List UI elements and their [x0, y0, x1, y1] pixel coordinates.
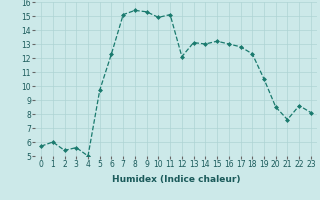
X-axis label: Humidex (Indice chaleur): Humidex (Indice chaleur): [112, 175, 240, 184]
